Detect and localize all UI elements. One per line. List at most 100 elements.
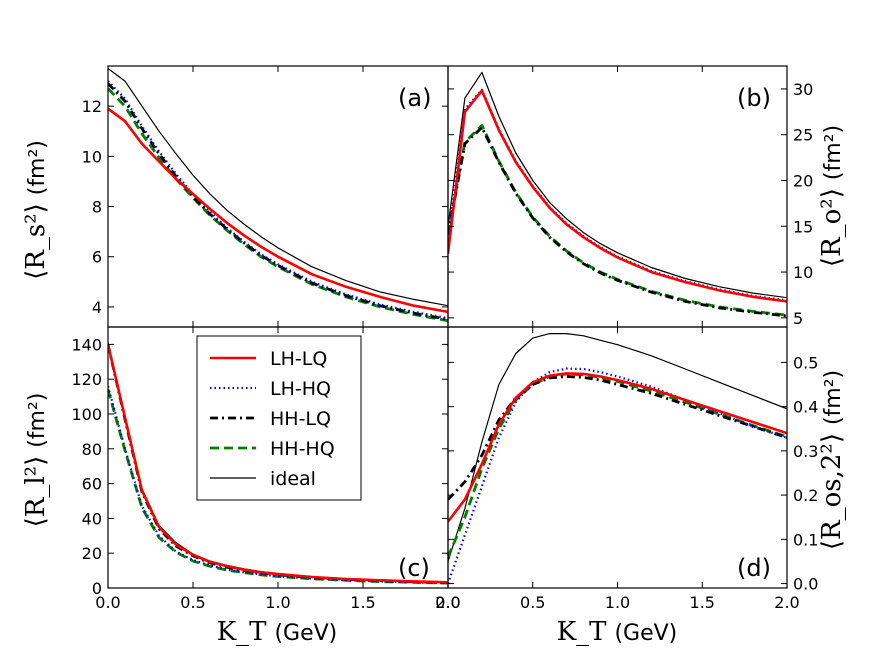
- y-tick-label: 20: [82, 544, 102, 563]
- y-tick-label: 120: [71, 370, 102, 389]
- ylabel-c-unit: (fm²): [25, 393, 50, 448]
- ylabel-a: ⟨R_s²⟩ (fm²): [21, 140, 51, 280]
- legend-entry: ideal: [210, 468, 316, 490]
- series-line-ideal: [448, 333, 787, 562]
- series-line-ideal: [108, 68, 448, 307]
- x-tick-label: 2.0: [435, 593, 460, 612]
- y-tick-label: 140: [71, 335, 102, 354]
- legend-entry: HH-HQ: [210, 438, 335, 460]
- y-tick-label: 0.5: [793, 353, 818, 372]
- series-line-lh-lq: [108, 107, 448, 314]
- panel-a: 4 6 8 10 12: [82, 65, 449, 328]
- svg-text:⟨R_os,2²⟩(fm²): ⟨R_os,2²⟩ (fm²): [817, 370, 847, 550]
- y-tick-label: 0.4: [793, 398, 818, 417]
- ylabel-b-unit: (fm²): [821, 125, 846, 180]
- svg-text:⟨R_l²⟩(fm²): ⟨R_l²⟩ (fm²): [21, 393, 51, 528]
- y-tick-label: 5: [793, 309, 803, 328]
- xlabel-d-unit: (GeV): [614, 621, 677, 646]
- series-group: [448, 71, 787, 318]
- y-tick-label: 0: [92, 579, 102, 598]
- legend-label: LH-LQ: [270, 348, 327, 370]
- legend-label: LH-HQ: [270, 378, 331, 400]
- xlabel-c-math: K_T: [217, 617, 267, 647]
- axes-frame: [107, 65, 449, 328]
- series-line-hh-lq: [448, 375, 787, 501]
- y-tick-label: 0.3: [793, 442, 818, 461]
- x-tick-label: 1.0: [265, 593, 290, 612]
- legend: LH-LQ LH-HQ HH-LQ HH-HQ ideal: [196, 335, 362, 501]
- series-line-lh-lq: [108, 344, 448, 584]
- y-tick-label: 12: [82, 97, 102, 116]
- legend-label: HH-LQ: [270, 408, 331, 430]
- ylabel-b: ⟨R_o²⟩ (fm²): [817, 125, 847, 267]
- xlabel-d-math: K_T: [557, 617, 607, 647]
- series-line-lh-hq: [108, 80, 448, 320]
- legend-entry: LH-LQ: [210, 348, 327, 370]
- x-tick-label: 0.0: [435, 593, 460, 612]
- x-tick-label: 1.5: [350, 593, 375, 612]
- ylabel-b-math: ⟨R_o²⟩: [817, 188, 847, 267]
- series-line-hh-lq: [448, 126, 787, 318]
- series-line-hh-hq: [108, 87, 448, 323]
- y-tick-label: 60: [82, 475, 102, 494]
- x-tick-label: 0.0: [95, 593, 120, 612]
- ylabel-c-math: ⟨R_l²⟩: [21, 456, 51, 528]
- y-tick-label: 15: [793, 217, 813, 236]
- x-tick-label: 0.5: [520, 593, 545, 612]
- series-group: [108, 68, 448, 323]
- legend-label: HH-HQ: [270, 438, 335, 460]
- y-tick-label: 10: [793, 263, 813, 282]
- panel-a-tag: (a): [398, 84, 431, 112]
- series-group: [108, 342, 448, 585]
- series-line-hh-hq: [448, 124, 787, 317]
- series-line-lh-lq: [448, 372, 787, 523]
- xlabel-c-unit: (GeV): [274, 621, 337, 646]
- y-tick-label: 30: [793, 80, 813, 99]
- legend-label: ideal: [270, 468, 316, 490]
- y-tick-label: 0.2: [793, 486, 818, 505]
- panel-c-tag: (c): [398, 554, 430, 582]
- y-tick-label: 25: [793, 126, 813, 145]
- y-tick-label: 40: [82, 509, 102, 528]
- ylabel-a-unit: (fm²): [25, 140, 50, 195]
- ylabel-d-math: ⟨R_os,2²⟩: [817, 433, 847, 550]
- y-tick-label: 10: [82, 147, 102, 166]
- y-tick-label: 0.0: [793, 575, 818, 594]
- y-tick-label: 6: [92, 248, 102, 267]
- ylabel-d-unit: (fm²): [821, 370, 846, 425]
- x-tick-label: 1.5: [690, 593, 715, 612]
- y-tick-label: 100: [71, 405, 102, 424]
- y-tick-label: 20: [793, 171, 813, 190]
- y-tick-label: 8: [92, 198, 102, 217]
- series-line-lh-hq: [448, 88, 787, 302]
- legend-items: LH-LQ LH-HQ HH-LQ HH-HQ ideal: [210, 348, 335, 490]
- series-line-ideal: [448, 71, 787, 299]
- legend-entry: HH-LQ: [210, 408, 331, 430]
- x-tick-label: 1.0: [605, 593, 630, 612]
- legend-box: [196, 335, 362, 501]
- series-line-lh-hq: [448, 367, 787, 584]
- xlabel-c: K_T (GeV): [217, 617, 338, 647]
- axes-frame: [447, 326, 788, 589]
- panel-c: 0 20 40 60 80 100 120 140 0.0 0.5 1.0 1.5 2.0: [71, 326, 461, 612]
- series-line-lh-lq: [448, 89, 787, 303]
- series-line-hh-hq: [448, 372, 787, 558]
- series-group: [448, 333, 787, 584]
- panel-b-tag: (b): [737, 84, 771, 112]
- panel-b: 5 10 15 20 25 30: [447, 65, 813, 328]
- x-tick-label: 2.0: [774, 593, 799, 612]
- panel-d: 0.0 0.1 0.2 0.3 0.4 0.5 0.0 0.5 1.0 1.5 2.0: [435, 326, 818, 612]
- svg-text:⟨R_s²⟩(fm²): ⟨R_s²⟩ (fm²): [21, 140, 51, 280]
- y-tick-label: 80: [82, 440, 102, 459]
- series-line-hh-lq: [108, 82, 448, 321]
- x-tick-label: 0.5: [180, 593, 205, 612]
- xlabel-d: K_T (GeV): [557, 617, 678, 647]
- legend-entry: LH-HQ: [210, 378, 331, 400]
- y-tick-label: 4: [92, 298, 102, 317]
- svg-text:⟨R_o²⟩(fm²): ⟨R_o²⟩ (fm²): [817, 125, 847, 267]
- ylabel-c: ⟨R_l²⟩ (fm²): [21, 393, 51, 528]
- y-tick-label: 0.1: [793, 530, 818, 549]
- ylabel-d: ⟨R_os,2²⟩ (fm²): [817, 370, 847, 550]
